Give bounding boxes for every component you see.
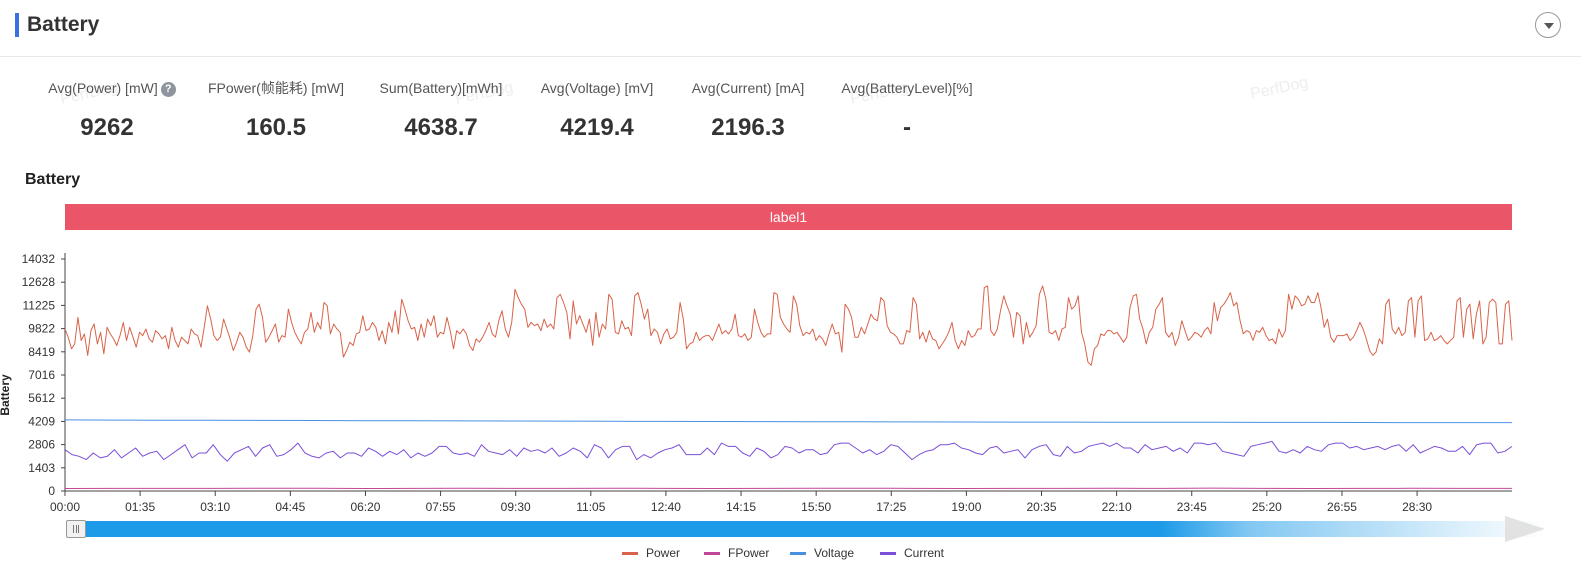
battery-chart: 0 1403 2806 4209 5612 7016 8419 9822 11225 12628 1… xyxy=(0,252,1513,514)
y-axis-label: Battery xyxy=(0,374,12,416)
legend-label: Power xyxy=(646,546,681,560)
x-tick-label: 03:10 xyxy=(200,500,230,514)
y-tick-label: 1403 xyxy=(28,461,55,475)
stat-label: Avg(Power) [mW] xyxy=(48,80,158,96)
y-tick-label: 8419 xyxy=(28,345,55,359)
x-tick-label: 15:50 xyxy=(801,500,831,514)
chevron-down-icon xyxy=(1544,23,1554,29)
chart-series xyxy=(64,285,1513,489)
stat-label: Sum(Battery)[mWh] xyxy=(379,80,503,96)
x-tick-label: 25:20 xyxy=(1252,500,1282,514)
x-tick-label: 22:10 xyxy=(1102,500,1132,514)
legend-label: Current xyxy=(904,546,945,560)
legend-swatch xyxy=(790,552,806,556)
x-tick-label: 17:25 xyxy=(876,500,906,514)
title-accent-bar xyxy=(15,13,19,37)
stat-value: 9262 xyxy=(80,114,134,141)
stat-label: Avg(Current) [mA] xyxy=(691,80,805,96)
legend-swatch xyxy=(880,552,896,556)
x-tick-label: 01:35 xyxy=(125,500,155,514)
series-line-voltage xyxy=(64,419,1512,424)
stat-avg-voltage: Avg(Voltage) [mV] 4219.4 xyxy=(535,78,659,142)
grip-icon xyxy=(73,525,79,533)
zoom-slider-track[interactable] xyxy=(66,521,1546,537)
x-tick-label: 28:30 xyxy=(1402,500,1432,514)
legend-label: Voltage xyxy=(814,546,855,560)
x-tick-label: 14:15 xyxy=(726,500,756,514)
legend-item-voltage[interactable]: Voltage xyxy=(790,546,854,560)
legend-item-current[interactable]: Current xyxy=(880,546,944,560)
zoom-slider-end-arrow[interactable] xyxy=(1505,516,1545,542)
y-tick-label: 7016 xyxy=(28,368,55,382)
chart-axes: 0 1403 2806 4209 5612 7016 8419 9822 11225 12628 1… xyxy=(0,252,1512,514)
panel-header: Battery xyxy=(0,0,1581,57)
y-tick-label: 12628 xyxy=(22,275,56,289)
stat-label: Avg(BatteryLevel)[%] xyxy=(841,80,973,96)
legend-label: FPower xyxy=(728,546,770,560)
x-tick-label: 12:40 xyxy=(651,500,681,514)
x-tick-label: 04:45 xyxy=(275,500,305,514)
stat-avg-battery-level: Avg(BatteryLevel)[%] - xyxy=(836,78,978,142)
series-line-power xyxy=(64,285,1513,366)
y-tick-label: 2806 xyxy=(28,438,55,452)
stat-value: 160.5 xyxy=(245,114,307,141)
page-title: Battery xyxy=(27,13,100,36)
stat-value: 4638.7 xyxy=(404,114,478,141)
x-tick-label: 20:35 xyxy=(1026,500,1056,514)
stat-label: Avg(Voltage) [mV] xyxy=(540,80,654,96)
stat-value: 4219.4 xyxy=(560,114,634,141)
legend-item-fpower[interactable]: FPower xyxy=(704,546,769,560)
x-tick-label: 19:00 xyxy=(951,500,981,514)
legend-swatch xyxy=(622,552,638,556)
y-tick-label: 11225 xyxy=(23,298,56,312)
collapse-button[interactable] xyxy=(1535,12,1561,38)
chart-title: Battery xyxy=(25,171,81,188)
stat-sum-battery: Sum(Battery)[mWh] 4638.7 xyxy=(374,78,508,142)
x-tick-label: 00:00 xyxy=(50,500,80,514)
legend-swatch xyxy=(704,552,720,556)
x-tick-label: 23:45 xyxy=(1177,500,1207,514)
series-line-current xyxy=(64,440,1513,462)
zoom-slider-handle[interactable] xyxy=(66,520,86,538)
y-tick-label: 9822 xyxy=(28,322,55,336)
stat-value: 2196.3 xyxy=(711,114,785,141)
legend-item-power[interactable]: Power xyxy=(622,546,680,560)
y-tick-label: 5612 xyxy=(28,391,55,405)
x-tick-label: 26:55 xyxy=(1327,500,1357,514)
stat-label: FPower(帧能耗) [mW] xyxy=(207,80,345,96)
x-tick-label: 11:05 xyxy=(576,500,605,514)
watermark: PerfDog xyxy=(1248,74,1310,103)
x-tick-label: 07:55 xyxy=(426,500,456,514)
stat-fpower: FPower(帧能耗) [mW] 160.5 xyxy=(205,78,347,142)
stat-avg-power: Avg(Power) [mW]? 9262 xyxy=(42,78,182,142)
help-icon[interactable]: ? xyxy=(160,82,176,97)
y-tick-label: 14032 xyxy=(22,252,56,266)
y-tick-label: 4209 xyxy=(28,414,55,428)
stat-value: - xyxy=(903,114,911,141)
x-tick-label: 09:30 xyxy=(501,500,531,514)
x-tick-label: 06:20 xyxy=(350,500,380,514)
label-bar[interactable]: label1 xyxy=(65,204,1512,230)
y-tick-label: 0 xyxy=(48,484,55,498)
stat-avg-current: Avg(Current) [mA] 2196.3 xyxy=(686,78,810,142)
